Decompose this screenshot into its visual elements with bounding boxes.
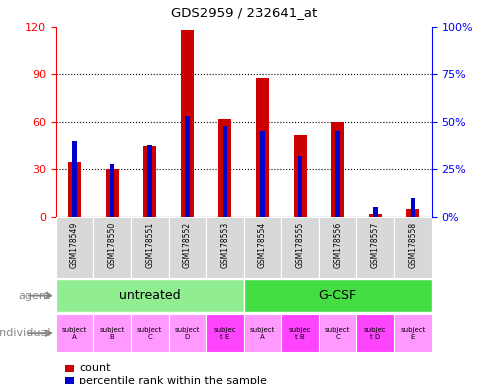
Text: GSM178555: GSM178555: [295, 222, 304, 268]
Bar: [68, 162, 81, 217]
Text: GSM178550: GSM178550: [107, 222, 117, 268]
Text: subject
C: subject C: [137, 327, 162, 339]
Bar: [93, 314, 131, 353]
Text: subject
D: subject D: [174, 327, 199, 339]
Bar: [131, 217, 168, 278]
Bar: [260, 131, 264, 217]
Bar: [406, 209, 419, 217]
Text: subjec
t E: subjec t E: [213, 327, 236, 339]
Bar: [168, 314, 206, 353]
Text: subject
A: subject A: [249, 327, 274, 339]
Bar: [56, 279, 243, 312]
Text: GSM178552: GSM178552: [182, 222, 192, 268]
Bar: [293, 135, 306, 217]
Bar: [147, 145, 151, 217]
Bar: [218, 119, 231, 217]
Text: subject
C: subject C: [324, 327, 349, 339]
Bar: [56, 314, 93, 353]
Text: GSM178551: GSM178551: [145, 222, 154, 268]
Bar: [256, 78, 269, 217]
Text: GSM178558: GSM178558: [408, 222, 417, 268]
Text: untreated: untreated: [119, 289, 180, 302]
Bar: [331, 122, 344, 217]
Text: subject
A: subject A: [62, 327, 87, 339]
Bar: [243, 279, 431, 312]
Bar: [185, 116, 189, 217]
Bar: [243, 314, 281, 353]
Bar: [131, 314, 168, 353]
Bar: [106, 169, 119, 217]
Bar: [393, 314, 431, 353]
Bar: [393, 217, 431, 278]
Text: GSM178557: GSM178557: [370, 222, 379, 268]
Bar: [72, 141, 76, 217]
Bar: [56, 217, 93, 278]
Bar: [143, 146, 156, 217]
Bar: [356, 217, 393, 278]
Text: GSM178549: GSM178549: [70, 222, 79, 268]
Text: subjec
t B: subjec t B: [288, 327, 311, 339]
Bar: [281, 217, 318, 278]
Bar: [110, 164, 114, 217]
Text: subject
B: subject B: [99, 327, 124, 339]
Text: subjec
t D: subjec t D: [363, 327, 386, 339]
Bar: [281, 314, 318, 353]
Text: G-CSF: G-CSF: [318, 289, 356, 302]
Bar: [181, 30, 194, 217]
Text: GSM178553: GSM178553: [220, 222, 229, 268]
Text: subject
E: subject E: [399, 327, 424, 339]
Text: agent: agent: [18, 291, 51, 301]
Bar: [206, 314, 243, 353]
Bar: [335, 131, 339, 217]
Bar: [356, 314, 393, 353]
Bar: [93, 217, 131, 278]
Bar: [318, 217, 356, 278]
Text: GDS2959 / 232641_at: GDS2959 / 232641_at: [170, 6, 316, 19]
Text: GSM178554: GSM178554: [257, 222, 267, 268]
Bar: [372, 207, 377, 217]
Text: count: count: [79, 363, 110, 373]
Bar: [206, 217, 243, 278]
Bar: [222, 126, 227, 217]
Text: GSM178556: GSM178556: [333, 222, 342, 268]
Bar: [297, 156, 302, 217]
Text: percentile rank within the sample: percentile rank within the sample: [79, 376, 266, 384]
Text: individual: individual: [0, 328, 51, 338]
Bar: [243, 217, 281, 278]
Bar: [168, 217, 206, 278]
Bar: [368, 214, 381, 217]
Bar: [410, 198, 414, 217]
Bar: [318, 314, 356, 353]
